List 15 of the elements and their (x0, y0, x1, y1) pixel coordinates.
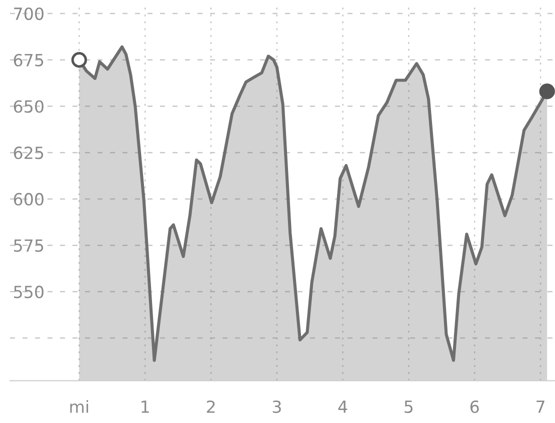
y-tick-label: 675 (14, 54, 44, 66)
x-tick-label: 2 (206, 400, 215, 413)
y-tick-label: 550 (14, 286, 44, 298)
x-tick-label: 7 (536, 400, 544, 413)
x-tick-label: mi (70, 400, 88, 413)
y-tick-label: 625 (14, 146, 44, 160)
x-tick-label: 1 (142, 400, 149, 413)
x-tick-label: 3 (272, 400, 281, 414)
y-tick-label: 650 (14, 100, 44, 113)
y-tick-label: 575 (14, 240, 44, 252)
y-tick-label: 700 (14, 7, 44, 20)
x-tick-label: 6 (470, 400, 479, 414)
x-tick-label: 5 (404, 400, 413, 414)
y-tick-label: 600 (14, 192, 44, 206)
x-tick-label: 4 (338, 400, 348, 413)
